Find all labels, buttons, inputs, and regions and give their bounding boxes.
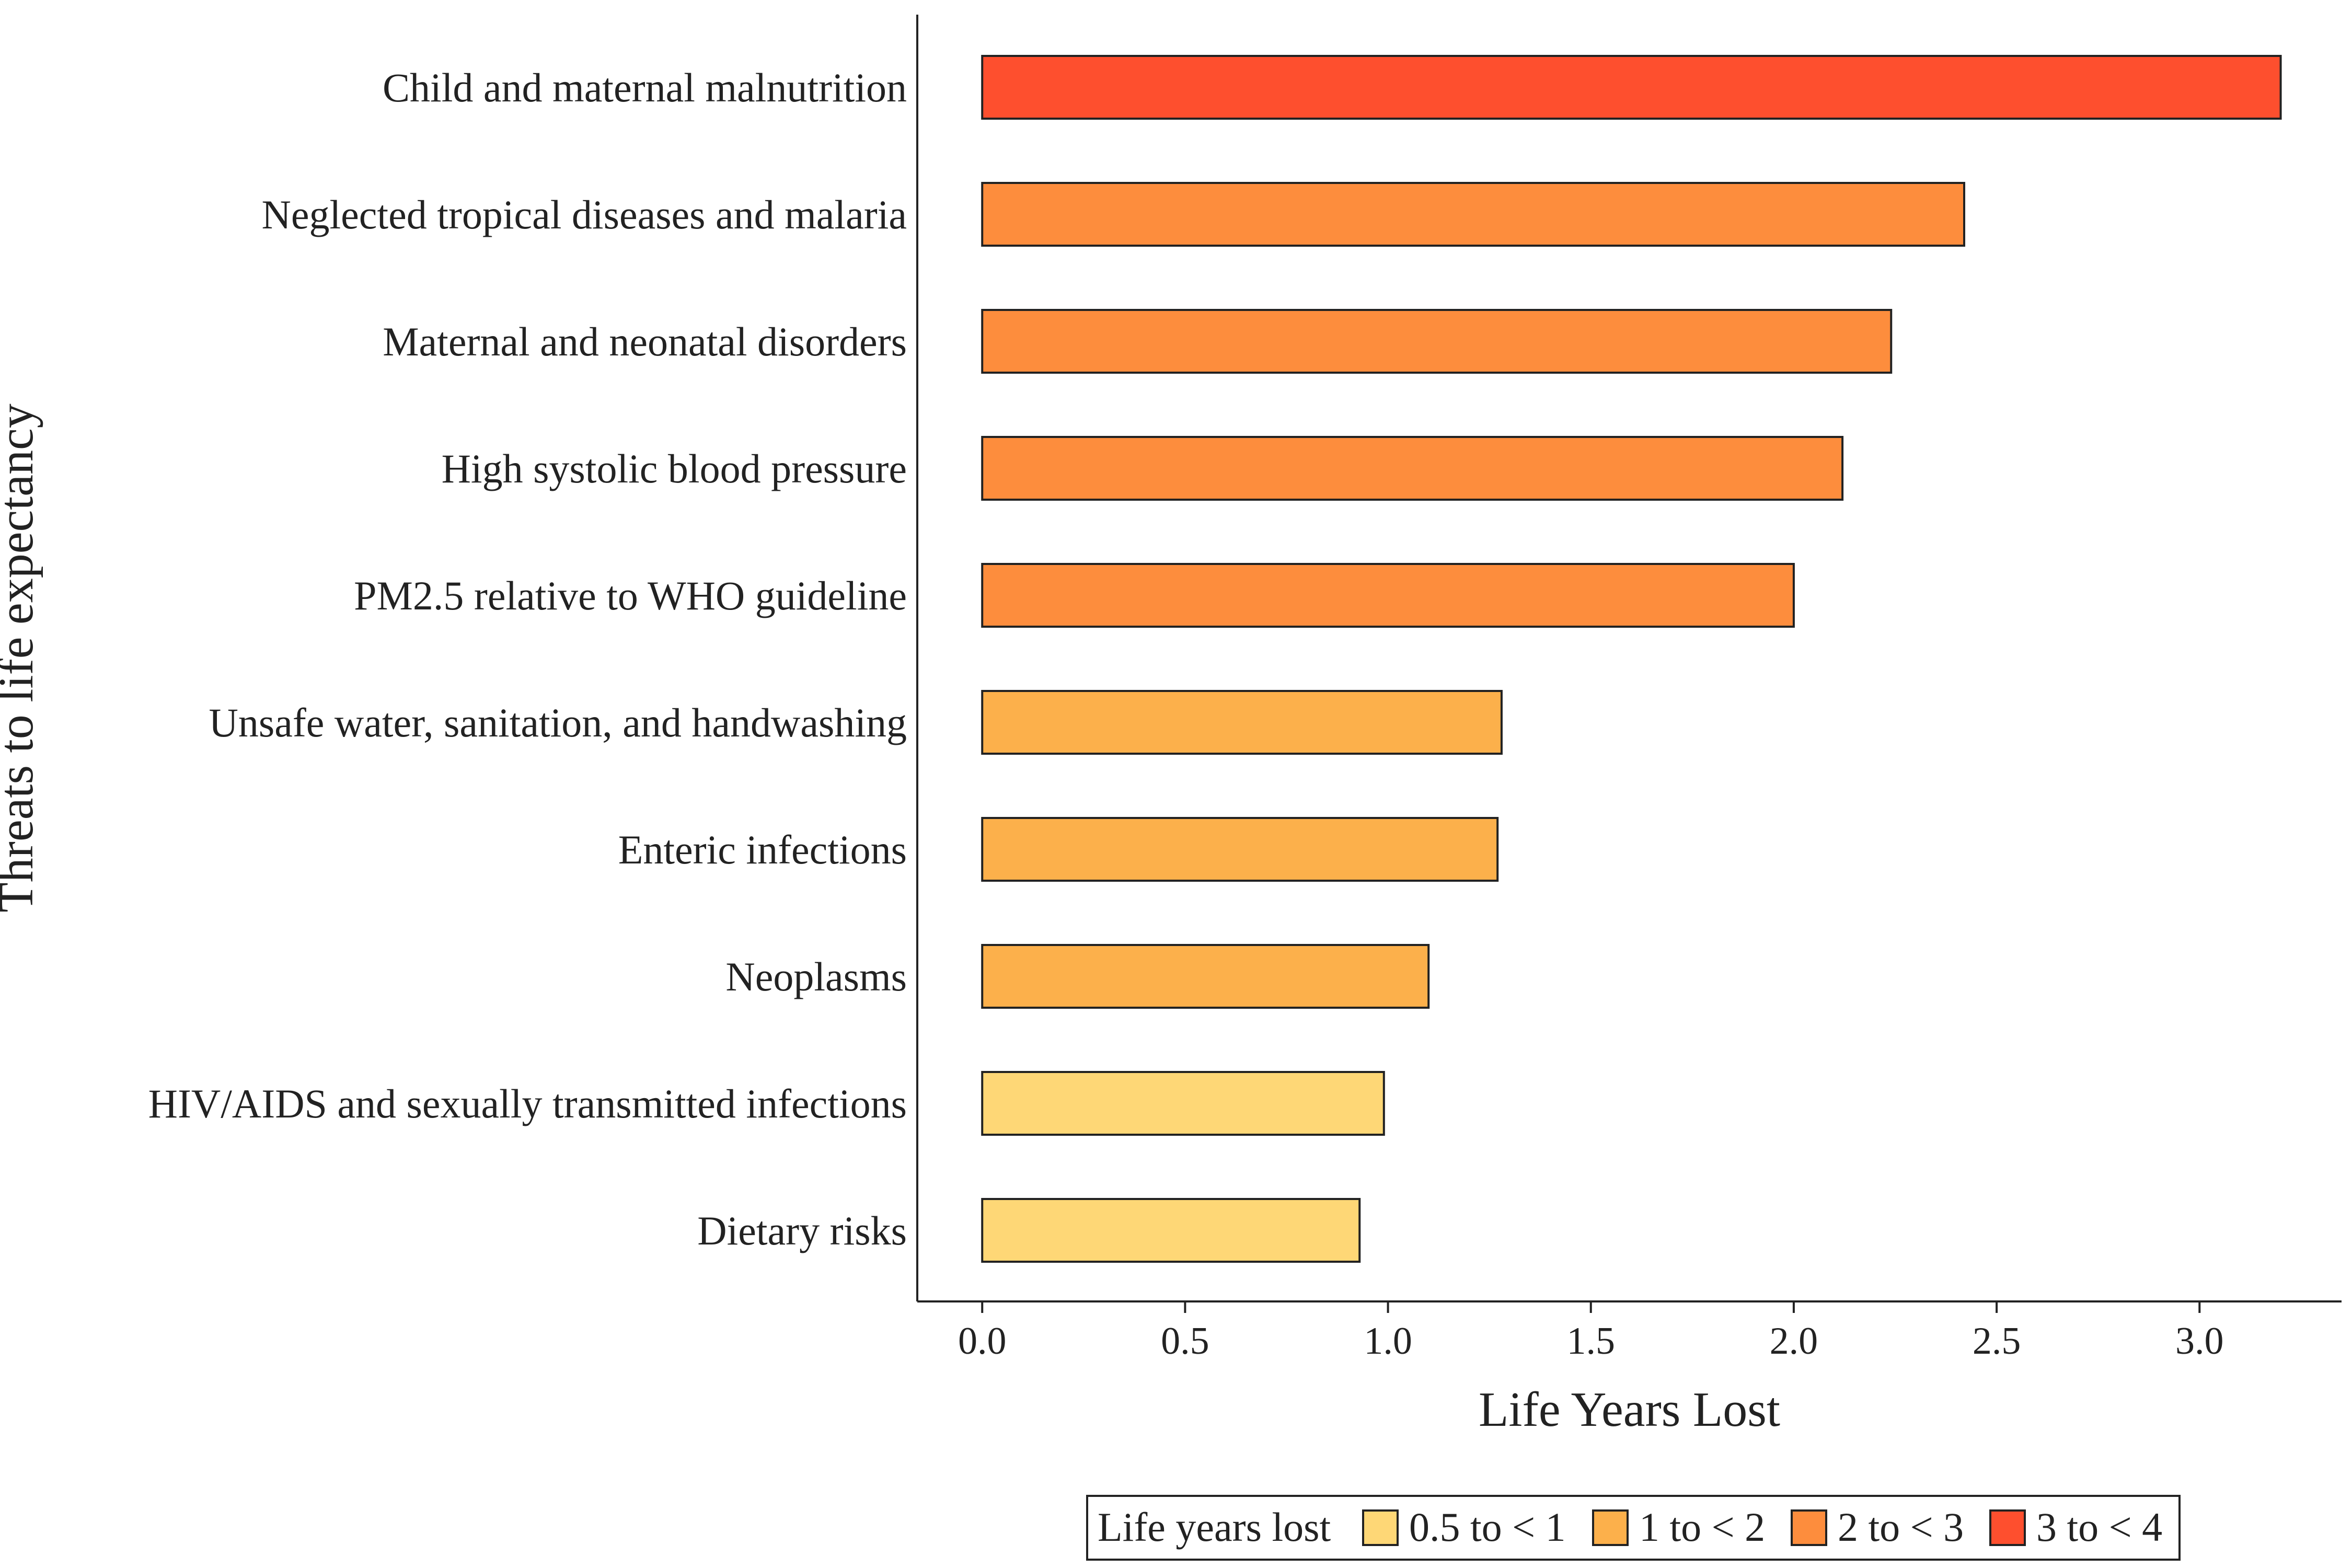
legend-label: 0.5 to < 1 — [1409, 1504, 1566, 1550]
category-label: Neoplasms — [725, 954, 907, 999]
category-label: Enteric infections — [618, 827, 907, 872]
category-label: Neglected tropical diseases and malaria — [262, 192, 907, 237]
bar — [981, 436, 1844, 501]
legend-label: 1 to < 2 — [1639, 1504, 1765, 1550]
x-tick-label: 2.5 — [1973, 1320, 2021, 1363]
x-axis: 0.0 0.5 1.0 1.5 2.0 2.5 3.0 — [917, 1300, 2342, 1363]
x-tick-label: 2.0 — [1770, 1320, 1818, 1363]
category-label: Unsafe water, sanitation, and handwashin… — [209, 700, 907, 745]
bar — [981, 563, 1795, 628]
category-label: PM2.5 relative to WHO guideline — [354, 573, 907, 618]
category-label: HIV/AIDS and sexually transmitted infect… — [148, 1081, 907, 1126]
category-labels: Child and maternal malnutrition Neglected… — [148, 65, 907, 1253]
legend-swatch — [1362, 1509, 1399, 1546]
legend-swatch — [1989, 1509, 2026, 1546]
category-label: Dietary risks — [697, 1208, 907, 1253]
x-tick-label: 1.5 — [1566, 1320, 1615, 1363]
legend-swatch — [1592, 1509, 1629, 1546]
category-label: High systolic blood pressure — [442, 446, 907, 491]
legend-title: Life years lost — [1098, 1504, 1331, 1550]
bar — [981, 817, 1499, 882]
legend-swatch — [1791, 1509, 1827, 1546]
legend-label: 2 to < 3 — [1838, 1504, 1964, 1550]
x-tick-label: 0.0 — [958, 1320, 1007, 1363]
bar — [981, 1071, 1385, 1136]
bar — [981, 55, 2282, 120]
x-tick-label: 1.0 — [1364, 1320, 1412, 1363]
bars-layer — [981, 55, 2282, 1263]
bar — [981, 690, 1503, 755]
x-axis-title: Life Years Lost — [1479, 1382, 1780, 1437]
legend: Life years lost 0.5 to < 1 1 to < 2 2 to <… — [1086, 1495, 2181, 1561]
bar — [981, 944, 1430, 1009]
legend-label: 3 to < 4 — [2036, 1504, 2162, 1550]
y-axis-title: Threats to life expectancy — [0, 403, 43, 912]
legend-entries: 0.5 to < 1 1 to < 2 2 to < 3 3 to < 4 — [1362, 1504, 2162, 1550]
x-tick-label: 0.5 — [1161, 1320, 1209, 1363]
category-label: Maternal and neonatal disorders — [383, 319, 907, 364]
x-tick-label: 3.0 — [2175, 1320, 2224, 1363]
category-label: Child and maternal malnutrition — [383, 65, 907, 110]
bar — [981, 309, 1893, 374]
bar — [981, 1198, 1361, 1263]
bar — [981, 182, 1965, 247]
